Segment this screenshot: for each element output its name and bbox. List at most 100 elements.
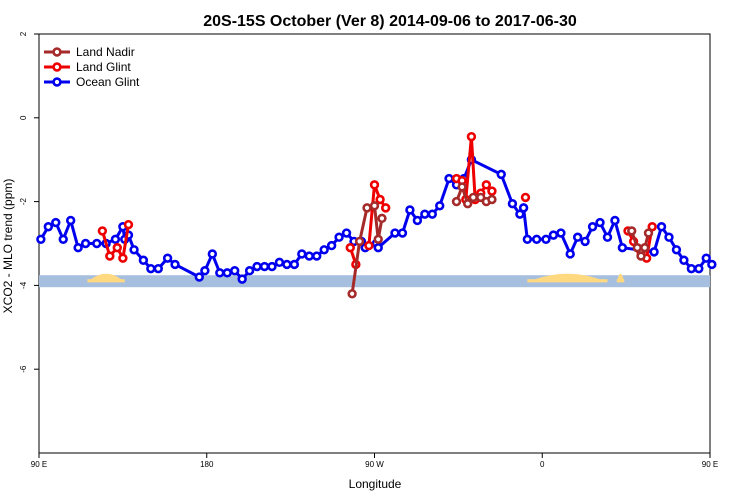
- ocean-glint-point: [515, 209, 525, 219]
- ocean-glint-point: [153, 263, 163, 274]
- ocean-glint-point: [701, 253, 711, 263]
- land-glint-point: [647, 222, 657, 232]
- ocean-glint-point: [507, 198, 518, 209]
- ocean-glint-point: [207, 249, 218, 259]
- land-nadir-point: [354, 236, 365, 247]
- ocean-glint-point: [531, 234, 542, 245]
- ocean-glint-point: [595, 217, 605, 228]
- land-nadir-point: [457, 182, 467, 192]
- y-tick-label: -6: [19, 365, 28, 373]
- series-layer: [36, 131, 717, 299]
- ocean-glint-point: [556, 228, 566, 238]
- ocean-glint-point: [686, 263, 697, 274]
- x-axis-label: Longitude: [349, 477, 402, 491]
- x-tick-label: 0: [540, 460, 545, 469]
- land-nadir-point: [487, 194, 497, 205]
- legend-land-glint-marker: [52, 62, 62, 72]
- land-bump-base: [527, 279, 608, 283]
- x-tick-label: 90 E: [702, 460, 718, 469]
- land-nadir-point: [369, 201, 380, 211]
- y-axis-label: XCO2 - MLO trend (ppm): [1, 179, 15, 314]
- ocean-glint-point: [237, 274, 247, 284]
- ocean-glint-point: [580, 236, 590, 247]
- ocean-glint-point: [671, 245, 682, 255]
- land-nadir-point: [627, 226, 637, 236]
- land-glint-point: [466, 131, 477, 142]
- ocean-glint-point: [707, 259, 717, 270]
- ocean-glint-point: [587, 222, 598, 232]
- ocean-glint-point: [334, 232, 344, 242]
- ocean-glint-point: [194, 272, 204, 282]
- y-tick-label: -4: [19, 281, 28, 289]
- land-nadir-point: [462, 198, 473, 209]
- land-nadir-point: [451, 196, 462, 207]
- ocean-glint-point: [444, 173, 454, 184]
- ocean-glint-point: [170, 259, 180, 270]
- land-nadir-point: [636, 251, 646, 261]
- ocean-glint-point: [289, 259, 300, 270]
- ocean-glint-point: [215, 268, 225, 278]
- land-glint-point: [364, 240, 374, 251]
- x-tick-label: 90 E: [31, 460, 47, 469]
- ocean-glint-point: [435, 201, 445, 211]
- ocean-glint-point: [282, 259, 292, 270]
- ocean-glint-point: [92, 238, 102, 249]
- land-glint-point: [345, 242, 355, 253]
- ocean-glint-point: [664, 232, 674, 242]
- ocean-glint-point: [138, 255, 149, 265]
- land-nadir-point: [632, 242, 643, 253]
- ocean-glint-point: [146, 263, 156, 274]
- ocean-glint-point: [522, 234, 533, 245]
- land-glint-point: [369, 180, 380, 190]
- ocean-glint-point: [341, 228, 352, 238]
- ocean-glint-point: [304, 251, 314, 261]
- ocean-glint-point: [129, 245, 139, 255]
- ocean-glint-point: [326, 240, 337, 251]
- ocean-band: [39, 275, 710, 288]
- y-tick-label: -2: [19, 197, 28, 205]
- legend-land-glint-label: Land Glint: [76, 60, 131, 74]
- ocean-glint-point: [36, 234, 46, 245]
- land-glint-point: [118, 253, 128, 263]
- ocean-glint-point: [58, 234, 68, 245]
- ocean-glint-point: [73, 242, 83, 253]
- land-glint-point: [520, 192, 531, 203]
- ocean-glint-point: [252, 261, 262, 272]
- x-tick-label: 90 W: [365, 460, 384, 469]
- ocean-glint-point: [541, 234, 551, 245]
- land-nadir-point: [362, 203, 372, 213]
- ocean-glint-point: [319, 245, 329, 255]
- ocean-glint-point: [496, 169, 506, 180]
- ocean-glint-point: [565, 249, 575, 259]
- legend-ocean-glint-marker: [52, 77, 62, 87]
- land-nadir-point: [373, 234, 383, 245]
- legend-ocean-glint-label: Ocean Glint: [76, 75, 140, 89]
- legend-land-nadir-label: Land Nadir: [76, 45, 135, 59]
- ocean-glint-point: [694, 263, 704, 274]
- ocean-glint-point: [162, 253, 173, 263]
- ocean-glint-point: [51, 217, 61, 228]
- ocean-glint-point: [110, 234, 121, 245]
- ocean-glint-point: [649, 247, 659, 257]
- land-glint-point: [97, 226, 108, 236]
- ocean-glint-point: [200, 266, 210, 276]
- y-tick-label: 2: [19, 31, 28, 36]
- land-bump-base: [87, 279, 125, 283]
- ocean-glint-point: [427, 209, 437, 219]
- ocean-glint-point: [548, 230, 559, 240]
- land-glint-point: [380, 203, 391, 213]
- axis-layer: 90 E 180 90 W 0 90 E 2 0 -2 -4 -6: [19, 31, 718, 469]
- ocean-glint-point: [65, 215, 76, 226]
- ocean-glint-point: [373, 242, 383, 253]
- ocean-glint-point: [274, 257, 285, 268]
- ocean-glint-point: [420, 209, 430, 219]
- land-glint-point: [481, 180, 492, 190]
- ocean-glint-point: [610, 215, 620, 226]
- ocean-glint-point: [617, 242, 628, 253]
- land-ocean-band: [39, 273, 710, 288]
- ocean-glint-point: [390, 228, 400, 238]
- land-glint-point: [375, 194, 385, 205]
- land-nadir-point: [377, 213, 387, 224]
